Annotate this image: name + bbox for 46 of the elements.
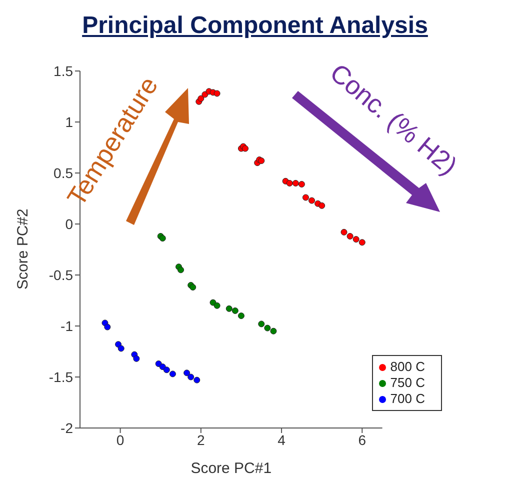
point xyxy=(198,95,204,102)
point xyxy=(308,197,316,204)
x-tick-label: 6 xyxy=(358,432,366,448)
point xyxy=(118,345,124,352)
point xyxy=(133,355,140,362)
point xyxy=(214,302,220,309)
point xyxy=(346,232,354,240)
point xyxy=(194,376,200,384)
point xyxy=(238,312,244,320)
legend-label: 700 C xyxy=(390,391,425,406)
point xyxy=(258,320,265,328)
y-axis-title: Score PC#2 xyxy=(14,208,32,290)
point xyxy=(302,194,309,201)
legend-label: 800 C xyxy=(390,359,425,374)
point xyxy=(169,370,176,378)
y-tick-label: -0.5 xyxy=(48,266,74,283)
y-tick-label: -2 xyxy=(60,420,74,436)
x-axis-title: Score PC#1 xyxy=(190,460,272,477)
point xyxy=(104,324,111,330)
point xyxy=(292,180,299,186)
x-tick-label: 0 xyxy=(116,432,124,448)
point xyxy=(318,202,326,209)
y-tick-label: 0 xyxy=(65,216,74,232)
point xyxy=(184,370,190,376)
point xyxy=(352,236,360,243)
y-tick-label: 1.5 xyxy=(54,62,74,79)
y-tick-label: -1 xyxy=(60,318,74,334)
point xyxy=(286,180,293,186)
point xyxy=(242,145,249,152)
point xyxy=(340,228,348,236)
x-tick-label: 4 xyxy=(278,432,286,448)
point xyxy=(159,235,166,242)
point xyxy=(178,266,184,274)
y-tick-label: -1.5 xyxy=(48,368,74,385)
point xyxy=(358,239,366,246)
point xyxy=(270,328,277,334)
point xyxy=(214,90,220,97)
legend-label: 750 C xyxy=(390,375,425,390)
point xyxy=(232,307,238,314)
point xyxy=(298,180,305,188)
point xyxy=(163,366,170,374)
point xyxy=(188,374,194,380)
chart-title: Principal Component Analysis xyxy=(81,12,429,40)
point xyxy=(226,305,232,312)
x-tick-label: 2 xyxy=(197,432,206,448)
point xyxy=(264,324,271,332)
